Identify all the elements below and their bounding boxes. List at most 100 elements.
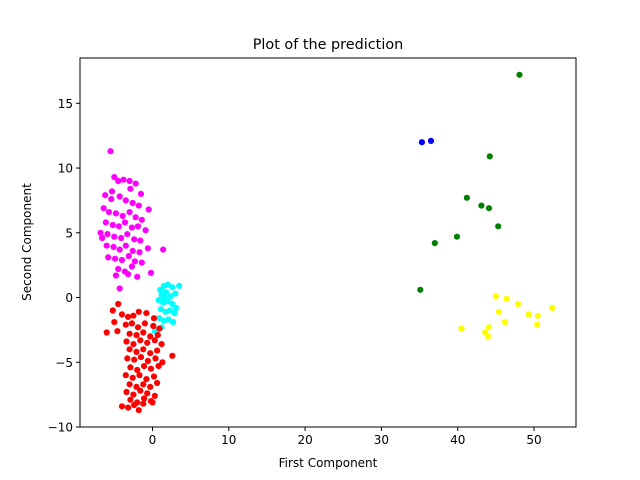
data-point — [486, 153, 493, 160]
data-point — [108, 188, 116, 195]
data-point — [112, 255, 119, 262]
data-point — [147, 333, 154, 340]
data-point — [163, 289, 170, 296]
data-point — [129, 374, 136, 381]
data-point — [495, 308, 502, 315]
y-tick-label: 15 — [58, 97, 73, 111]
data-point — [150, 315, 158, 322]
data-point — [125, 271, 132, 278]
series-cluster-blue — [418, 137, 435, 146]
series-cluster-green — [417, 71, 523, 293]
data-point — [118, 234, 125, 242]
data-point — [110, 243, 117, 251]
data-point — [115, 177, 122, 185]
data-point — [131, 258, 138, 265]
data-point — [116, 193, 123, 200]
data-point — [503, 295, 510, 302]
data-point — [115, 265, 122, 273]
data-point — [155, 297, 162, 304]
data-point — [136, 372, 143, 379]
data-point — [143, 310, 150, 317]
x-tick-label: 30 — [374, 433, 389, 447]
data-point — [137, 190, 145, 197]
x-tick-label: 20 — [297, 433, 312, 447]
data-point — [124, 355, 131, 362]
data-point — [453, 233, 461, 240]
data-point — [145, 206, 152, 213]
data-point — [417, 286, 424, 293]
data-point — [418, 139, 425, 146]
data-point — [103, 242, 110, 249]
data-point — [165, 316, 172, 323]
data-point — [137, 354, 145, 361]
data-point — [122, 372, 129, 379]
data-point — [114, 328, 121, 335]
data-point — [127, 185, 134, 192]
data-point — [134, 324, 142, 331]
data-point — [427, 137, 435, 144]
data-point — [159, 359, 166, 366]
y-tick-label: −5 — [55, 356, 73, 370]
data-point — [151, 337, 158, 344]
data-point — [126, 209, 133, 216]
data-point — [170, 319, 177, 326]
data-point — [115, 223, 122, 230]
y-tick-label: −10 — [48, 421, 73, 435]
data-point — [125, 404, 132, 411]
x-axis-ticks: 0 10 20 30 40 50 — [149, 427, 542, 447]
data-point — [115, 300, 122, 308]
data-point — [127, 364, 134, 371]
data-point — [144, 357, 151, 365]
data-point — [111, 174, 118, 181]
data-point — [135, 202, 142, 209]
data-point — [463, 194, 470, 201]
data-point — [128, 263, 135, 270]
data-point — [137, 237, 144, 244]
data-point — [492, 293, 499, 300]
series-cluster-magenta — [97, 148, 167, 292]
data-point — [140, 346, 147, 353]
x-tick-label: 0 — [149, 433, 157, 447]
data-point — [99, 234, 106, 242]
data-point — [164, 281, 171, 288]
data-point — [169, 352, 176, 359]
data-point — [166, 307, 174, 314]
data-point — [111, 233, 118, 240]
data-point — [156, 325, 163, 332]
data-point — [167, 293, 174, 300]
data-point — [156, 315, 163, 322]
data-point — [176, 282, 183, 289]
data-point — [112, 210, 119, 217]
x-tick-label: 10 — [221, 433, 236, 447]
data-point — [121, 219, 129, 226]
data-point — [102, 219, 109, 226]
data-point — [118, 311, 126, 318]
data-point — [122, 321, 129, 328]
data-point — [516, 71, 523, 78]
data-point — [132, 214, 139, 221]
data-point — [130, 312, 137, 319]
data-point — [126, 381, 133, 388]
plot-frame — [79, 57, 577, 428]
data-point — [150, 373, 158, 380]
data-point — [147, 383, 154, 390]
data-point — [133, 332, 140, 339]
data-point — [157, 286, 164, 293]
data-point — [119, 212, 126, 220]
data-point — [150, 322, 157, 330]
data-point — [97, 229, 104, 236]
data-point — [133, 383, 140, 390]
data-point — [144, 245, 151, 252]
data-point — [137, 337, 144, 344]
data-point — [128, 320, 135, 327]
data-point — [126, 330, 133, 337]
data-point — [126, 177, 133, 185]
data-point — [122, 197, 129, 204]
data-point — [458, 325, 465, 332]
data-point — [131, 236, 138, 243]
chart-title: Plot of the prediction — [253, 37, 404, 53]
data-point — [525, 311, 532, 318]
data-point — [501, 319, 509, 326]
data-point — [154, 332, 161, 339]
